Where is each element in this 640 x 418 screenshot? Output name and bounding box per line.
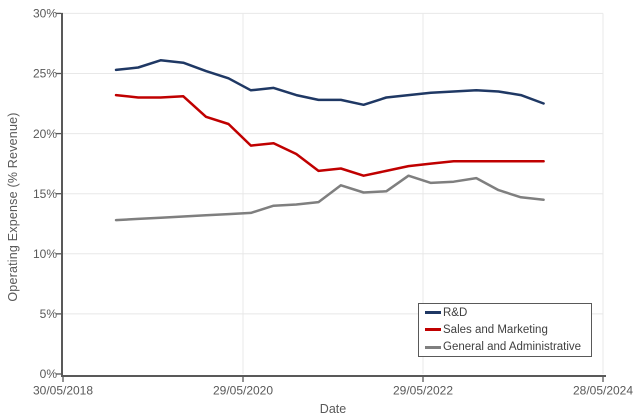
x-tick-label: 29/05/2020 [213,384,273,398]
legend-label: R&D [443,306,468,319]
legend-item: R&D [425,304,591,321]
y-tick-label: 15% [33,187,57,201]
y-axis-title: Operating Expense (% Revenue) [6,112,20,302]
series-line-sales-and-marketing [114,93,545,177]
legend: R&D Sales and Marketing General and Admini… [418,303,592,357]
series-line-general-and-administrative [114,174,545,222]
y-tick-label: 25% [33,67,57,81]
legend-label: Sales and Marketing [443,323,548,336]
legend-swatch-line [425,311,441,315]
legend-item: General and Administrative [425,339,591,356]
y-tick-label: 0% [40,367,58,381]
y-tick-label: 20% [33,127,57,141]
x-tick-label: 28/05/2024 [573,384,633,398]
y-tick-label: 5% [40,307,58,321]
x-tick-label: 30/05/2018 [33,384,93,398]
x-tick-label: 29/05/2022 [393,384,453,398]
y-tick-label: 10% [33,247,57,261]
legend-item: Sales and Marketing [425,321,591,338]
y-tick-label: 30% [33,7,57,21]
x-axis-title: Date [319,402,347,416]
series-line-r-d [114,59,545,107]
legend-label: General and Administrative [443,341,582,354]
legend-swatch-line [425,345,441,349]
legend-swatch-line [425,328,441,332]
